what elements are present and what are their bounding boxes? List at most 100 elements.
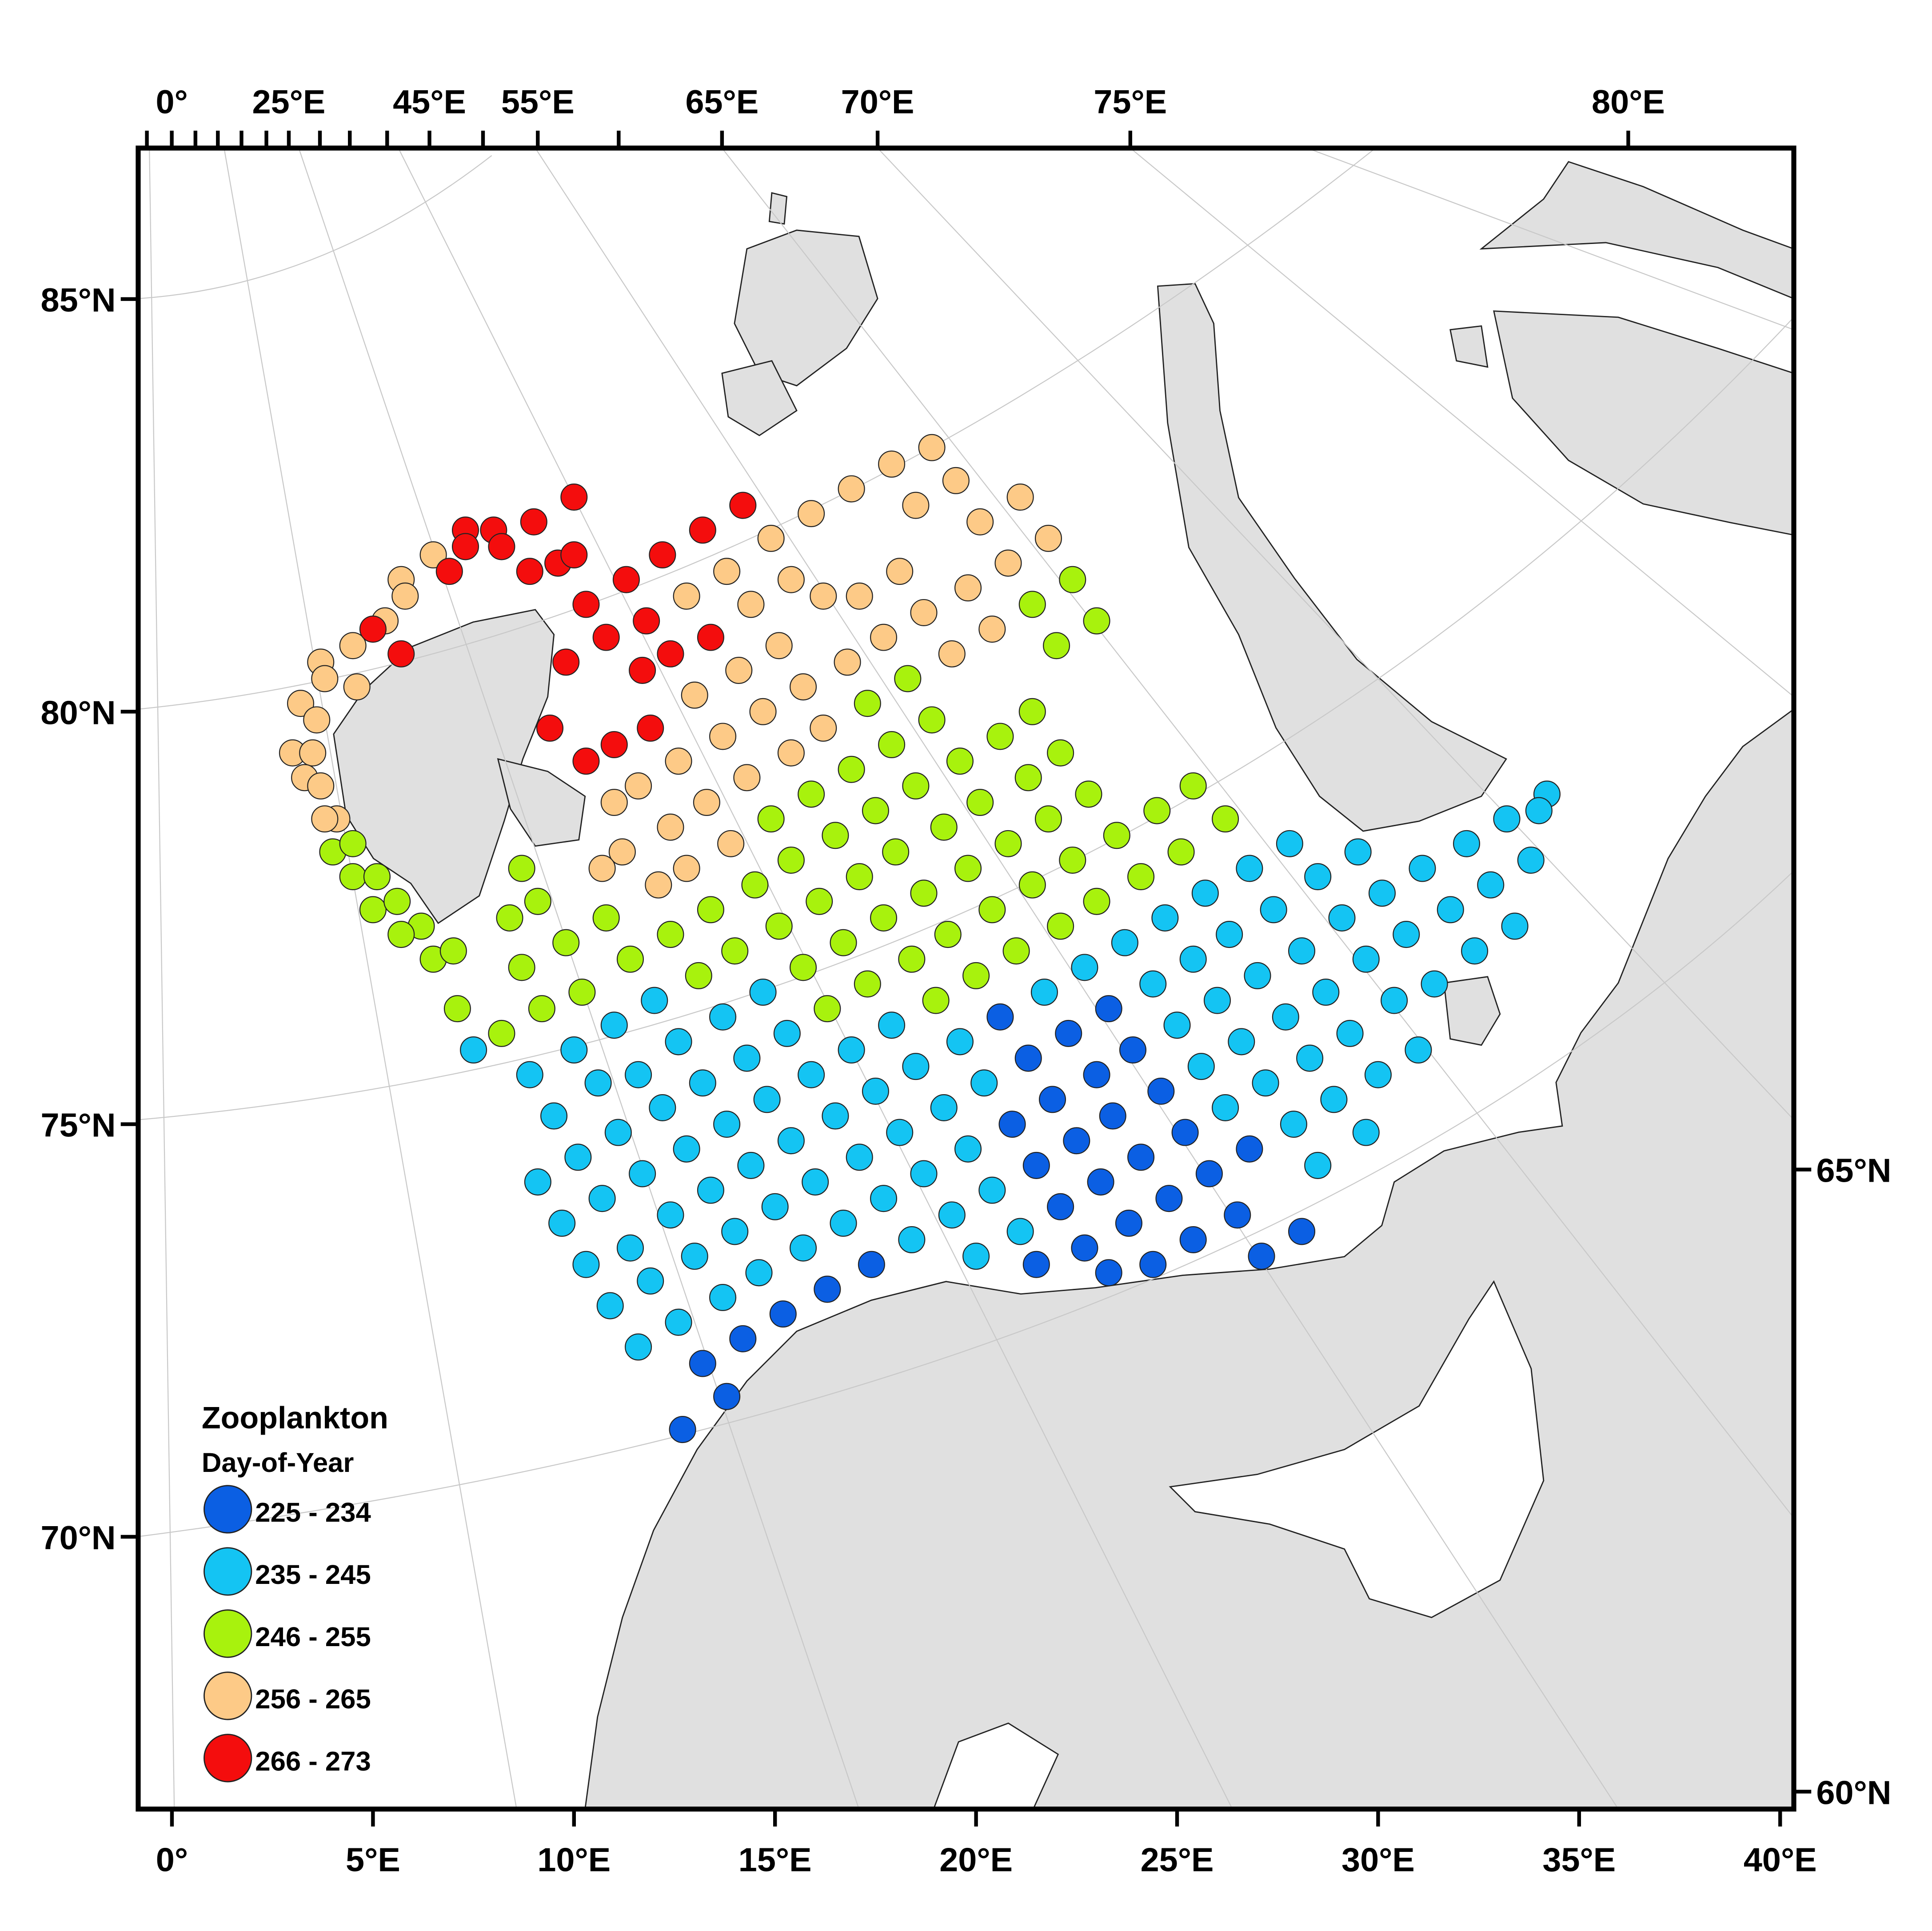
x-tick-label: 5°E: [346, 1842, 400, 1879]
station: [777, 1127, 805, 1155]
station: [673, 582, 700, 610]
station: [733, 764, 761, 792]
station: [986, 723, 1014, 750]
station: [665, 1308, 692, 1336]
station: [1103, 822, 1130, 849]
station: [339, 632, 367, 660]
x-tick-label: 30°E: [1341, 1842, 1415, 1879]
station: [488, 533, 515, 560]
station: [834, 648, 861, 676]
station: [798, 500, 825, 528]
station: [697, 896, 724, 924]
station: [1248, 1243, 1275, 1270]
station: [516, 1061, 543, 1088]
station: [910, 1160, 938, 1187]
station: [878, 1011, 906, 1039]
station: [1493, 805, 1521, 833]
station: [737, 591, 765, 618]
station: [1212, 1094, 1239, 1121]
top-tick-label: 55°E: [501, 84, 575, 121]
parallel: [138, 870, 1794, 1537]
meridian: [398, 148, 1233, 1810]
station: [524, 1168, 551, 1196]
station: [998, 1111, 1026, 1138]
legend-label: 256 - 265: [255, 1684, 371, 1715]
station: [1063, 1127, 1090, 1155]
top-tick-label: 65°E: [685, 84, 758, 121]
station: [822, 1102, 849, 1130]
station: [802, 1168, 829, 1196]
station: [713, 1383, 741, 1410]
station: [838, 475, 865, 503]
top-tick-label: 75°E: [1094, 84, 1167, 121]
island: [1449, 325, 1489, 368]
station: [363, 863, 391, 891]
station: [1517, 846, 1545, 874]
station: [798, 1061, 825, 1088]
station: [725, 656, 753, 684]
station: [1328, 904, 1356, 932]
station: [572, 1251, 600, 1278]
meridian: [224, 148, 517, 1809]
station: [600, 731, 628, 759]
station: [1071, 1234, 1098, 1262]
land: [333, 161, 1795, 1810]
station: [1461, 937, 1489, 965]
station: [665, 748, 692, 775]
station: [962, 962, 990, 989]
station: [1047, 1193, 1074, 1220]
station: [978, 616, 1006, 643]
station: [616, 1234, 644, 1262]
station: [697, 1176, 724, 1204]
station: [568, 979, 596, 1006]
station: [733, 1044, 761, 1072]
station: [870, 904, 898, 932]
station: [910, 880, 938, 907]
station: [862, 797, 889, 824]
station: [790, 673, 817, 701]
meridian: [149, 148, 175, 1809]
station: [689, 1350, 716, 1377]
frame: [136, 145, 1796, 1812]
station: [560, 484, 588, 511]
top-tick-label: 0°: [156, 84, 188, 121]
legend-swatch: [204, 1671, 252, 1720]
station: [1014, 1044, 1042, 1072]
station: [1095, 1259, 1122, 1287]
y-tick-label: 85°N: [41, 282, 116, 319]
station: [1280, 1111, 1307, 1138]
station: [721, 1218, 749, 1245]
station: [387, 921, 415, 948]
legend-label: 246 - 255: [255, 1622, 371, 1652]
parallel: [138, 155, 492, 300]
station: [954, 574, 982, 602]
station: [1352, 1119, 1380, 1146]
station: [753, 1086, 781, 1113]
station: [1147, 1077, 1175, 1105]
station: [1002, 937, 1030, 965]
station: [584, 1069, 612, 1097]
station: [1525, 797, 1553, 824]
station: [633, 607, 660, 635]
station: [303, 706, 331, 734]
station: [1224, 1201, 1251, 1229]
station: [596, 1292, 624, 1319]
station: [810, 582, 837, 610]
top-tick-label: 70°E: [841, 84, 914, 121]
top-tick-label: 25°E: [252, 84, 326, 121]
station: [814, 995, 841, 1023]
station: [339, 863, 367, 891]
station: [846, 582, 873, 610]
station: [604, 1119, 632, 1146]
franz-josef-land: [768, 192, 788, 225]
station: [769, 1300, 797, 1328]
station: [922, 987, 950, 1014]
station: [1038, 1086, 1066, 1113]
station: [460, 1036, 487, 1064]
station: [894, 665, 922, 692]
x-tick-label: 20°E: [939, 1842, 1013, 1879]
x-tick-label: 10°E: [537, 1842, 611, 1879]
top-tick-label: 80°E: [1592, 84, 1665, 121]
legend-label: 235 - 245: [255, 1559, 371, 1590]
severnaya-zemlya: [1479, 161, 1795, 300]
